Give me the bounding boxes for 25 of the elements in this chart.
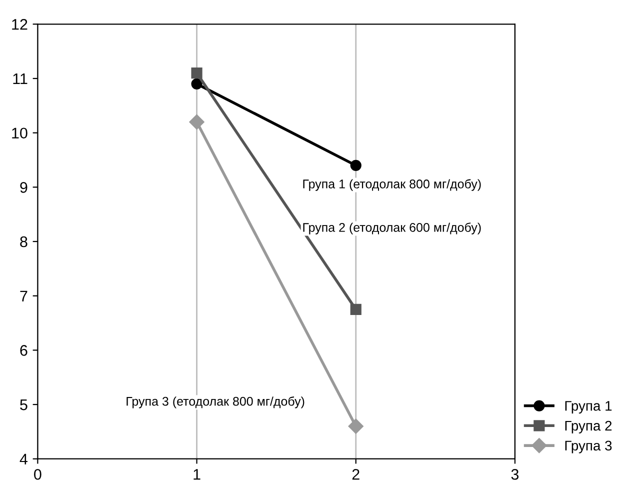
y-tick-label: 11 — [13, 74, 28, 84]
y-tick-label: 10 — [12, 128, 28, 139]
point — [348, 418, 364, 434]
point — [191, 68, 202, 79]
legend-label: Група 3 — [565, 440, 612, 454]
annotation: Група 3 (етодолак 800 мг/добу) — [126, 396, 304, 408]
y-tick-label: 5 — [20, 400, 28, 410]
point — [191, 78, 202, 90]
legend-label: Група 1 — [565, 401, 612, 414]
point — [189, 114, 204, 130]
y-tick-label: 6 — [20, 345, 28, 356]
x-tick-label: 0 — [34, 468, 42, 480]
y-tick-label: 12 — [12, 19, 28, 30]
y-tick-label: 8 — [20, 236, 28, 248]
x-tick-label: 1 — [194, 469, 200, 480]
annotation: Група 2 (етодолак 600 мг/добу) — [303, 222, 481, 234]
point — [350, 160, 362, 171]
y-tick-label: 9 — [20, 182, 28, 193]
x-tick-label: 3 — [511, 468, 519, 480]
y-tick-label: 4 — [20, 454, 28, 464]
point — [350, 304, 362, 315]
x-tick-label: 2 — [352, 468, 360, 480]
legend-label: Група 2 — [565, 420, 612, 434]
y-tick-label: 7 — [20, 290, 28, 302]
annotation: Група 1 (етодолак 800 мг/добу) — [303, 179, 481, 191]
